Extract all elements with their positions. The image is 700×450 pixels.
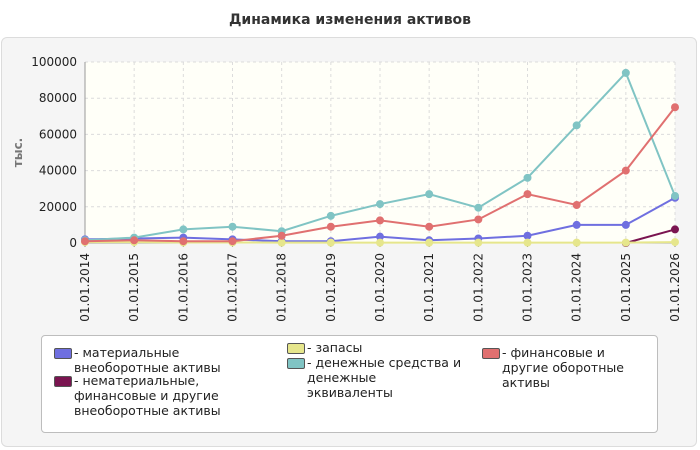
data-point [671,225,679,234]
data-point [179,225,188,234]
data-point [671,191,679,200]
y-tick-label: 100000 [31,55,77,69]
data-point [179,237,188,246]
data-point [376,200,384,209]
data-point [425,222,434,231]
data-point [376,216,384,225]
x-tick-label: 01.01.2015 [127,253,141,322]
x-tick-label: 01.01.2017 [226,253,240,322]
legend-label: - запасы [307,340,363,355]
y-tick-label: 20000 [39,200,77,214]
chart-title: Динамика изменения активов [228,12,472,28]
data-point [228,237,237,246]
data-point [523,231,532,240]
series [81,68,679,245]
data-point [671,103,679,112]
data-point [621,220,630,229]
grid [84,61,676,244]
data-point [326,222,335,231]
data-point [474,215,483,224]
data-point [376,238,384,247]
x-tick-label: 01.01.2022 [471,253,485,322]
series-group [81,68,679,247]
data-point [572,238,581,247]
x-tick-label: 01.01.2018 [275,253,289,322]
legend-swatch [54,348,72,359]
x-tick-label: 01.01.2025 [619,253,633,322]
data-point [523,238,532,247]
x-tick-label: 01.01.2024 [570,253,584,322]
x-tick-label: 01.01.2021 [422,253,436,322]
legend: - материальные внеоборотные активы - зап… [41,335,658,433]
data-point [326,238,335,247]
x-tick-label: 01.01.2019 [324,253,338,322]
y-tick-label: 0 [69,236,77,250]
data-point [621,238,630,247]
x-tick-label: 01.01.2026 [668,253,682,322]
data-point [523,190,532,199]
y-tick-label: 80000 [39,91,77,105]
legend-label: - нематериальные, финансовые и другие вн… [74,373,221,418]
y-axis-label: тыс. [11,138,25,167]
data-point [474,238,483,247]
axes: 0 20000 40000 60000 80000 100000 01.01.2014 01.… [31,55,682,322]
x-tick-label: 01.01.2016 [176,253,190,322]
legend-label: - денежные средства и денежные эквивален… [307,355,462,400]
data-point [621,68,630,77]
legend-label: - финансовые и другие оборотные активы [502,345,624,390]
data-point [572,121,581,130]
x-tick-label: 01.01.2014 [78,253,92,322]
data-point [277,238,286,247]
series [81,103,679,246]
data-point [130,236,139,245]
y-tick-label: 60000 [39,127,77,141]
x-tick-label: 01.01.2023 [521,253,535,322]
data-point [671,238,679,247]
data-point [326,211,335,220]
data-point [425,190,434,199]
legend-swatch [482,348,500,359]
data-point [425,238,434,247]
data-point [523,173,532,182]
x-tick-label: 01.01.2020 [373,253,387,322]
data-point [572,200,581,209]
data-point [474,203,483,212]
series-line [625,228,676,244]
y-tick-label: 40000 [39,164,77,178]
data-point [621,166,630,175]
legend-label: - материальные внеоборотные активы [74,345,221,375]
data-point [277,231,286,240]
legend-swatch [287,343,305,354]
legend-swatch [54,376,72,387]
legend-swatch [287,358,305,369]
data-point [228,222,237,231]
data-point [81,237,89,246]
data-point [572,220,581,229]
